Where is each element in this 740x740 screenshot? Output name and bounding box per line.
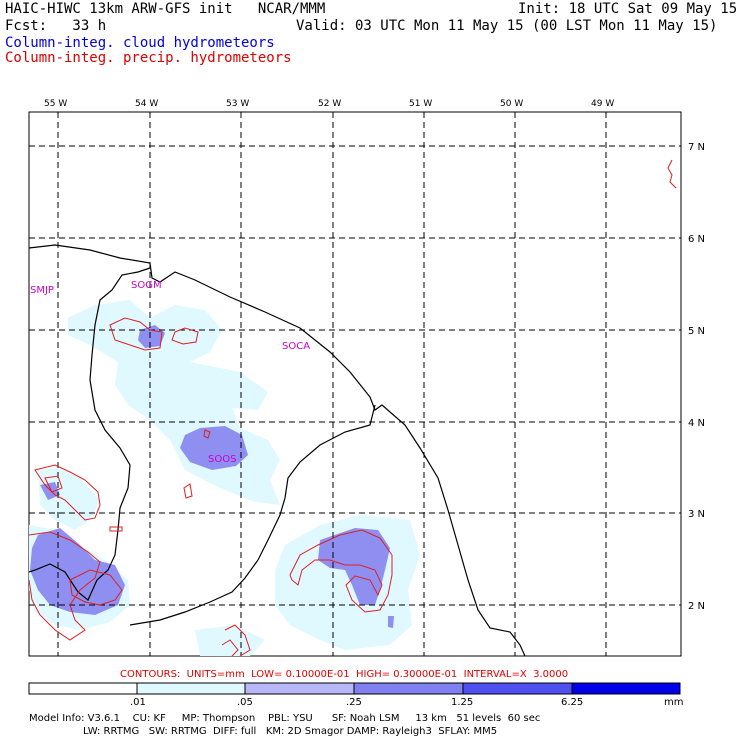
lon-label: 53 W xyxy=(226,99,249,109)
colorbar-tick: 1.25 xyxy=(451,697,473,708)
lon-label: 54 W xyxy=(135,99,158,109)
colorbar: .01 .05 .25 1.25 6.25 mm xyxy=(28,682,683,708)
station-label: SOGM xyxy=(131,280,162,291)
colorbar-tick: .01 xyxy=(130,697,146,708)
valid-time: Valid: 03 UTC Mon 11 May 15 (00 LST Mon … xyxy=(296,18,718,34)
map-title: HAIC-HIWC 13km ARW-GFS init NCAR/MMM xyxy=(5,1,326,17)
legend-cloud: Column-integ. cloud hydrometeors xyxy=(5,35,275,51)
moderate-shading xyxy=(30,325,394,628)
contour-info: CONTOURS: UNITS=mm LOW= 0.10000E-01 HIGH… xyxy=(120,669,568,680)
lat-label: 3 N xyxy=(688,509,705,520)
init-time: Init: 18 UTC Sat 09 May 15 xyxy=(518,1,738,17)
legend-precip: Column-integ. precip. hydrometeors xyxy=(5,50,292,66)
lat-label: 5 N xyxy=(688,326,705,337)
lon-label: 52 W xyxy=(318,99,341,109)
forecast-hour: Fcst: 33 h xyxy=(5,18,107,34)
model-info-line2: LW: RRTMG SW: RRTMG DIFF: full KM: 2D Sm… xyxy=(29,726,497,737)
colorbar-tick: .05 xyxy=(237,697,253,708)
lat-label: 6 N xyxy=(688,234,705,245)
colorbar-bin xyxy=(571,682,681,695)
lat-label: 2 N xyxy=(688,601,705,612)
colorbar-bin xyxy=(462,682,573,695)
lat-label: 7 N xyxy=(688,142,705,153)
precip-contours xyxy=(29,159,677,656)
colorbar-bin xyxy=(353,682,464,695)
station-label: SOOS xyxy=(208,454,236,465)
model-info-line1: Model Info: V3.6.1 CU: KF MP: Thompson P… xyxy=(29,713,540,724)
colorbar-bin xyxy=(28,682,138,695)
lon-label: 49 W xyxy=(591,99,614,109)
longitude-labels: 55 W 54 W 53 W 52 W 51 W 50 W 49 W xyxy=(44,99,614,109)
lon-label: 55 W xyxy=(44,99,67,109)
colorbar-bin xyxy=(244,682,355,695)
coastline-borders xyxy=(29,244,526,656)
colorbar-tick: .25 xyxy=(346,697,362,708)
lon-label: 50 W xyxy=(500,99,523,109)
station-label: SOCA xyxy=(282,341,310,352)
colorbar-units: mm xyxy=(664,697,683,708)
station-label: SMJP xyxy=(30,285,54,296)
colorbar-tick: 6.25 xyxy=(561,697,583,708)
latitude-labels: 7 N 6 N 5 N 4 N 3 N 2 N xyxy=(688,142,705,612)
lat-label: 4 N xyxy=(688,418,705,429)
lon-label: 51 W xyxy=(409,99,432,109)
graticule xyxy=(29,112,681,656)
colorbar-bin xyxy=(136,682,246,695)
